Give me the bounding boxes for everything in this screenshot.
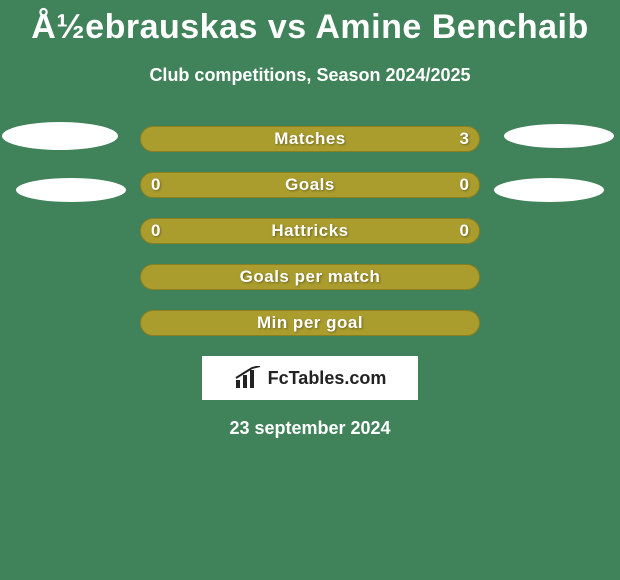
brand-logo-text: FcTables.com <box>268 368 387 389</box>
page-title: Å½ebrauskas vs Amine Benchaib <box>0 8 620 47</box>
stat-left-value: 0 <box>151 221 160 241</box>
stats-rows: Matches 3 0 Goals 0 0 Hattricks 0 Goals … <box>140 126 480 336</box>
stat-row-matches: Matches 3 <box>140 126 480 152</box>
stat-label: Min per goal <box>257 313 363 333</box>
player-photo-left-2 <box>16 178 126 202</box>
player-photo-right-1 <box>504 124 614 148</box>
stat-right-value: 0 <box>460 221 469 241</box>
subtitle: Club competitions, Season 2024/2025 <box>0 65 620 86</box>
stat-row-hattricks: 0 Hattricks 0 <box>140 218 480 244</box>
stat-label: Hattricks <box>271 221 348 241</box>
player-photo-right-2 <box>494 178 604 202</box>
stat-row-goals-per-match: Goals per match <box>140 264 480 290</box>
date-text: 23 september 2024 <box>0 418 620 439</box>
stat-label: Matches <box>274 129 346 149</box>
stat-right-value: 0 <box>460 175 469 195</box>
stat-row-goals: 0 Goals 0 <box>140 172 480 198</box>
player-photo-left-1 <box>2 122 118 150</box>
stat-label: Goals <box>285 175 335 195</box>
stat-right-value: 3 <box>460 129 469 149</box>
stat-left-value: 0 <box>151 175 160 195</box>
stat-label: Goals per match <box>240 267 381 287</box>
chart-icon <box>234 366 262 390</box>
brand-logo: FcTables.com <box>202 356 418 400</box>
stat-row-min-per-goal: Min per goal <box>140 310 480 336</box>
